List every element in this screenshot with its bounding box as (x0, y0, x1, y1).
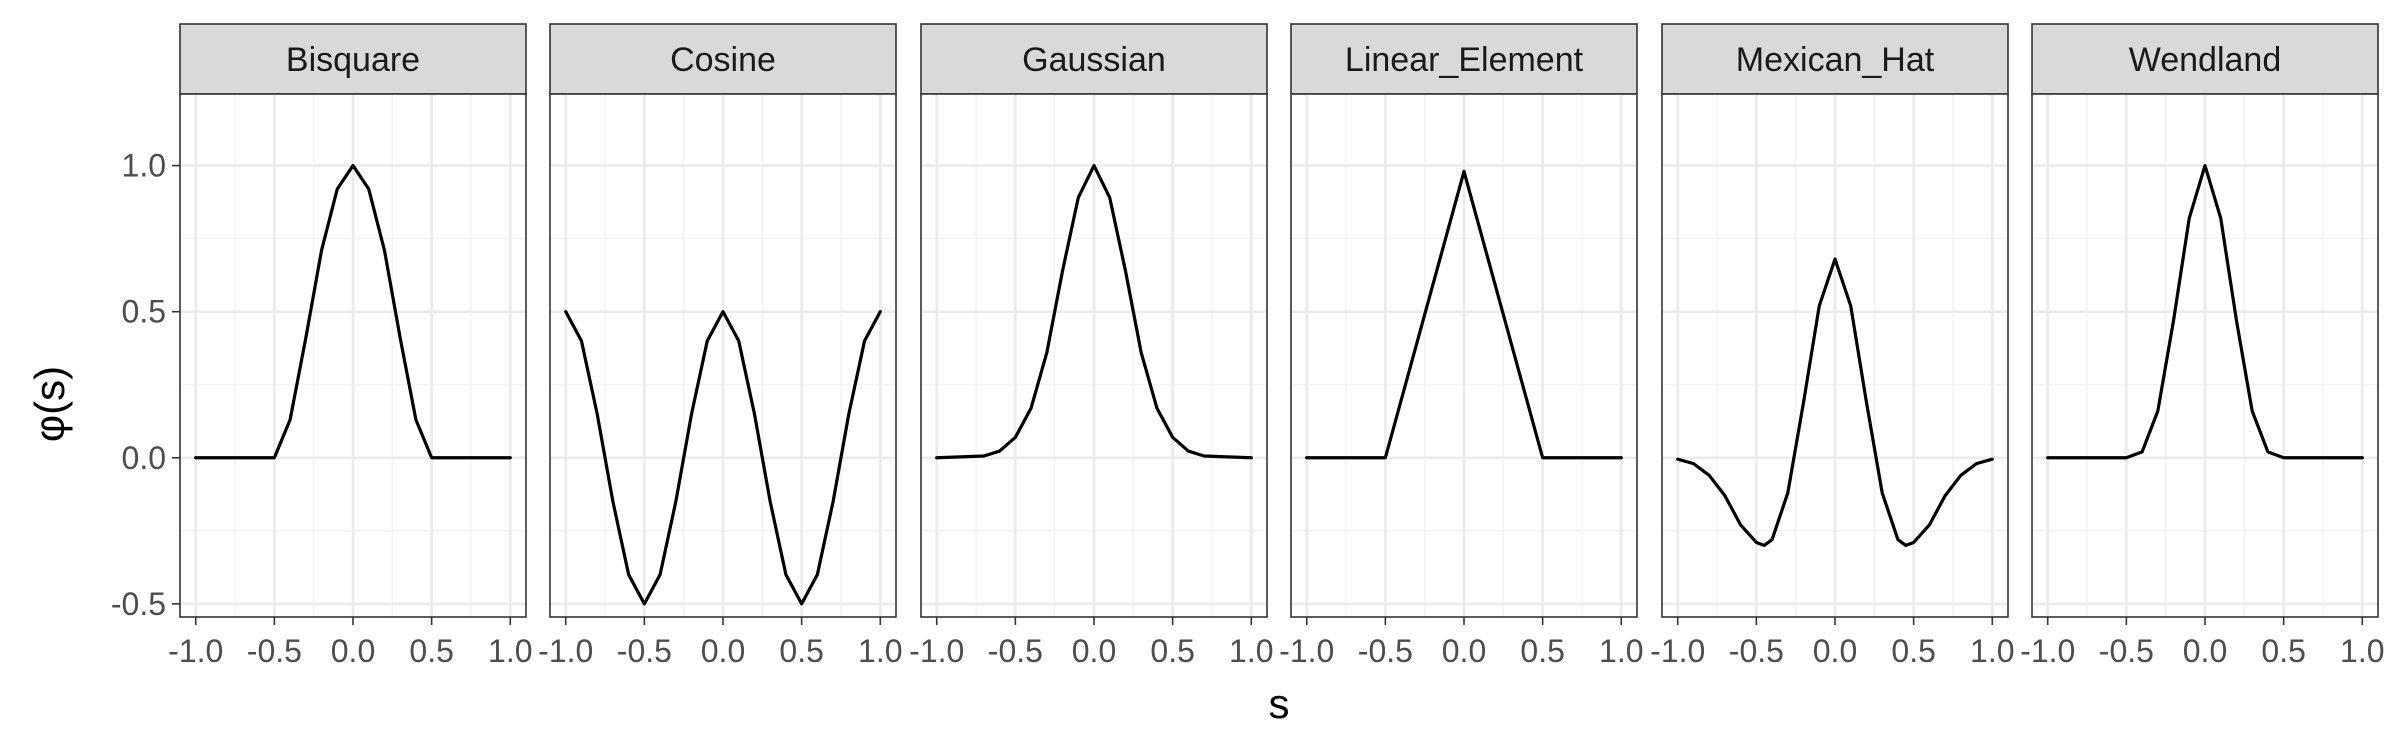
x-tick-label: 1.0 (1970, 633, 2014, 669)
x-tick-label: 0.0 (331, 633, 375, 669)
x-tick-label: 0.5 (1520, 633, 1564, 669)
facet-strip-label: Cosine (670, 41, 776, 79)
facet-strip (179, 23, 527, 95)
facet-panel-cosine: Cosine -1.0 -0.5 0.0 0.5 1.0 (538, 23, 903, 669)
facet-strip-label: Bisquare (286, 41, 420, 79)
facet-panel-wendland: Wendland -1.0 -0.5 0.0 0.5 1.0 (2020, 23, 2385, 669)
y-axis-title: φ(s) (26, 366, 73, 442)
y-tick-label: 1.0 (122, 148, 166, 184)
x-tick-label: -1.0 (1279, 633, 1334, 669)
x-tick-label: 1.0 (488, 633, 532, 669)
x-tick-label: 1.0 (1599, 633, 1643, 669)
facet-strip-label: Gaussian (1022, 41, 1166, 79)
x-tick-label: 0.5 (779, 633, 823, 669)
x-tick-label: 1.0 (2340, 633, 2384, 669)
series-line-bisquare (194, 163, 512, 460)
x-tick-label: -1.0 (1650, 633, 1705, 669)
facet-strip-label: Mexican_Hat (1736, 41, 1935, 79)
x-tick-label: 0.0 (1442, 633, 1486, 669)
y-tick-label: -0.5 (111, 586, 166, 622)
facet-strip (1290, 23, 1638, 95)
facet-panel-linear-element: Linear_Element -1.0 -0.5 0.0 0.5 1.0 (1279, 23, 1644, 669)
x-tick-label: 1.0 (1229, 633, 1273, 669)
series-line-mexican-hat (1676, 257, 1994, 548)
y-tick-label: 0.0 (122, 440, 166, 476)
x-tick-label: 0.5 (1150, 633, 1194, 669)
x-tick-label: 0.5 (409, 633, 453, 669)
series-line-wendland (2046, 163, 2364, 460)
facet-strip-label: Linear_Element (1345, 41, 1584, 79)
x-tick-label: 0.0 (1813, 633, 1857, 669)
x-tick-label: 0.0 (2183, 633, 2227, 669)
facet-panel-gaussian: Gaussian -1.0 -0.5 0.0 0.5 1.0 (909, 23, 1274, 669)
facet-panel-bisquare: Bisquare-1.0 -0.5 0.0 0.5 1.0-0.50.00.51.0 (111, 23, 533, 669)
x-tick-label: -0.5 (988, 633, 1043, 669)
x-tick-label: -0.5 (2099, 633, 2154, 669)
x-tick-label: -1.0 (909, 633, 964, 669)
facet-panels: Bisquare-1.0 -0.5 0.0 0.5 1.0-0.50.00.51.0Co… (111, 23, 2385, 669)
x-tick-label: -1.0 (2020, 633, 2075, 669)
y-tick-label: 0.5 (122, 294, 166, 330)
series-line-linear-element (1305, 169, 1623, 460)
x-tick-label: -0.5 (617, 633, 672, 669)
x-tick-label: 0.5 (2261, 633, 2305, 669)
facet-strip-label: Wendland (2129, 41, 2282, 79)
x-tick-label: -0.5 (1729, 633, 1784, 669)
x-tick-label: 0.0 (1072, 633, 1116, 669)
x-tick-label: -1.0 (538, 633, 593, 669)
x-tick-label: -1.0 (168, 633, 223, 669)
x-tick-label: -0.5 (247, 633, 302, 669)
x-tick-label: 1.0 (858, 633, 902, 669)
x-tick-label: -0.5 (1358, 633, 1413, 669)
series-line-gaussian (935, 163, 1253, 460)
x-axis-title: s (1269, 680, 1290, 727)
x-tick-label: 0.0 (701, 633, 745, 669)
x-tick-label: 0.5 (1891, 633, 1935, 669)
series-line-cosine (564, 310, 882, 606)
facet-panel-mexican-hat: Mexican_Hat -1.0 -0.5 0.0 0.5 1.0 (1650, 23, 2015, 669)
facet-strip (920, 23, 1268, 95)
facet-strip (1661, 23, 2009, 95)
